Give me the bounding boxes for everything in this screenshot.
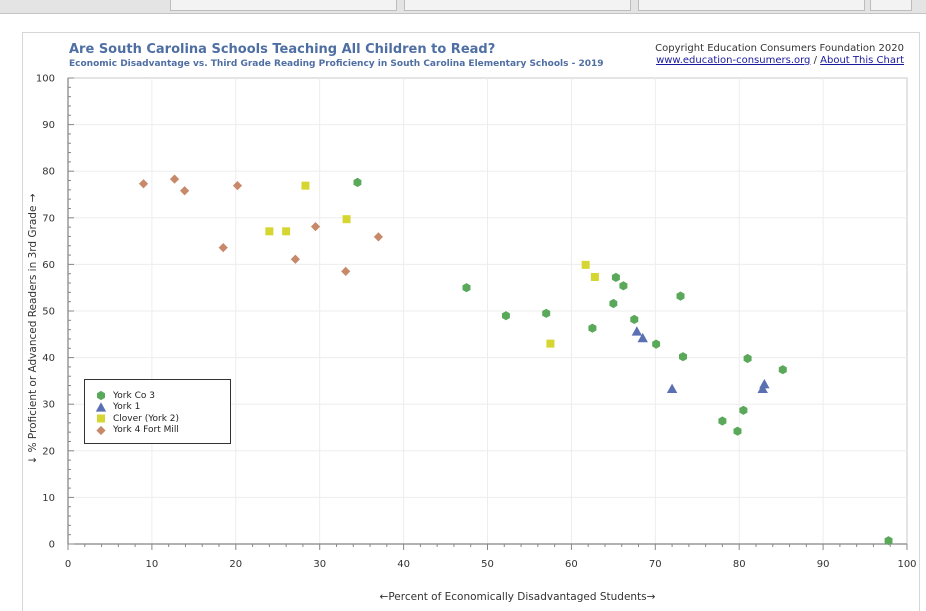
data-point-york-4-fort-mill[interactable] [310, 222, 321, 232]
data-point-york-co-3[interactable] [676, 291, 685, 301]
chart-subtitle: Economic Disadvantage vs. Third Grade Re… [69, 59, 604, 69]
x-tick-label: 40 [397, 559, 410, 570]
y-tick-label: 90 [42, 120, 55, 131]
legend-square-icon[interactable] [97, 414, 105, 423]
y-axis-label: ↓ % Proficient or Advanced Readers in 3r… [27, 193, 39, 464]
data-point-york-co-3[interactable] [588, 323, 597, 333]
legend-item[interactable]: Clover (York 2) [95, 413, 179, 424]
data-point-clover-york-2-[interactable] [590, 272, 599, 281]
data-point-york-co-3[interactable] [611, 272, 620, 282]
y-tick-label: 0 [49, 540, 55, 551]
data-point-york-4-fort-mill[interactable] [232, 181, 243, 191]
data-point-york-4-fort-mill[interactable] [373, 232, 384, 242]
x-tick-label: 100 [897, 559, 916, 570]
data-point-york-4-fort-mill[interactable] [138, 179, 149, 189]
x-tick-label: 80 [733, 559, 746, 570]
legend-label: Clover (York 2) [113, 413, 180, 424]
x-tick-label: 50 [481, 559, 494, 570]
browser-toolbar-strip [0, 0, 926, 14]
x-axis-label: ←Percent of Economically Disadvantaged S… [380, 591, 656, 603]
data-point-clover-york-2-[interactable] [282, 227, 291, 236]
chart-title: Are South Carolina Schools Teaching All … [69, 42, 496, 57]
y-tick-label: 10 [42, 493, 55, 504]
x-tick-label: 70 [649, 559, 662, 570]
data-point-york-co-3[interactable] [884, 536, 893, 546]
chart-legend: York Co 3 York 1 Clover (York 2) York 4 For… [84, 379, 231, 444]
legend-diamond-icon[interactable] [96, 425, 106, 435]
legend-marker [96, 425, 106, 435]
data-point-york-co-3[interactable] [353, 177, 362, 187]
data-point-york-co-3[interactable] [778, 365, 787, 375]
legend-marker [97, 414, 105, 423]
browser-tab[interactable] [404, 0, 631, 11]
x-tick-label: 90 [817, 559, 830, 570]
data-point-clover-york-2-[interactable] [265, 227, 274, 236]
data-point-york-1[interactable] [666, 383, 678, 393]
y-tick-label: 70 [42, 213, 55, 224]
data-point-york-1[interactable] [631, 326, 643, 336]
data-point-york-co-3[interactable] [630, 314, 639, 324]
data-point-york-1[interactable] [637, 332, 648, 343]
y-tick-label: 30 [42, 400, 55, 411]
data-point-york-co-3[interactable] [739, 405, 748, 415]
data-point-clover-york-2-[interactable] [342, 215, 351, 224]
data-point-york-co-3[interactable] [718, 416, 727, 426]
data-point-york-co-3[interactable] [733, 426, 742, 436]
link-separator: / [813, 55, 817, 66]
site-link[interactable]: www.education-consumers.org [656, 55, 811, 66]
header-links: www.education-consumers.org / About This… [656, 55, 904, 66]
data-point-york-4-fort-mill[interactable] [290, 254, 300, 264]
data-point-york-co-3[interactable] [619, 281, 628, 291]
legend-item[interactable]: York 1 [95, 401, 141, 413]
y-tick-label: 40 [42, 353, 55, 364]
y-tick-label: 20 [42, 446, 55, 457]
x-tick-label: 10 [146, 559, 159, 570]
data-point-york-co-3[interactable] [502, 311, 510, 321]
legend-item[interactable]: York 4 Fort Mill [95, 425, 179, 436]
y-tick-label: 80 [42, 167, 55, 178]
data-point-york-4-fort-mill[interactable] [341, 266, 351, 276]
copyright-notice: Copyright Education Consumers Foundation… [655, 43, 904, 54]
legend-label: York Co 3 [113, 390, 155, 401]
y-tick-label: 60 [42, 260, 55, 271]
data-point-york-4-fort-mill[interactable] [218, 243, 228, 253]
data-point-york-co-3[interactable] [609, 298, 618, 309]
data-point-york-co-3[interactable] [679, 352, 687, 362]
x-tick-label: 60 [565, 559, 578, 570]
legend-marker [97, 390, 105, 401]
data-point-york-co-3[interactable] [462, 283, 471, 293]
data-point-york-co-3[interactable] [743, 353, 752, 364]
data-point-york-co-3[interactable] [542, 308, 551, 318]
data-point-york-4-fort-mill[interactable] [169, 174, 180, 184]
about-chart-link[interactable]: About This Chart [820, 55, 904, 66]
legend-item[interactable]: York Co 3 [95, 390, 155, 401]
legend-label: York 4 Fort Mill [113, 425, 179, 435]
data-point-clover-york-2-[interactable] [581, 260, 590, 269]
browser-tab[interactable] [870, 0, 912, 11]
data-point-york-4-fort-mill[interactable] [180, 186, 190, 196]
legend-triangle-icon[interactable] [95, 401, 107, 412]
browser-tab[interactable] [638, 0, 865, 11]
legend-hexagon-icon[interactable] [97, 390, 105, 401]
browser-tab[interactable] [170, 0, 397, 11]
legend-marker [95, 401, 107, 412]
y-tick-label: 100 [36, 74, 55, 85]
legend-label: York 1 [113, 402, 141, 412]
x-tick-label: 30 [313, 559, 326, 570]
data-point-york-co-3[interactable] [652, 339, 661, 349]
data-point-clover-york-2-[interactable] [546, 339, 555, 348]
data-point-york-1[interactable] [759, 378, 770, 389]
x-tick-label: 0 [65, 559, 71, 570]
data-point-clover-york-2-[interactable] [301, 181, 310, 190]
x-tick-label: 20 [229, 559, 242, 570]
y-tick-label: 50 [42, 307, 55, 318]
